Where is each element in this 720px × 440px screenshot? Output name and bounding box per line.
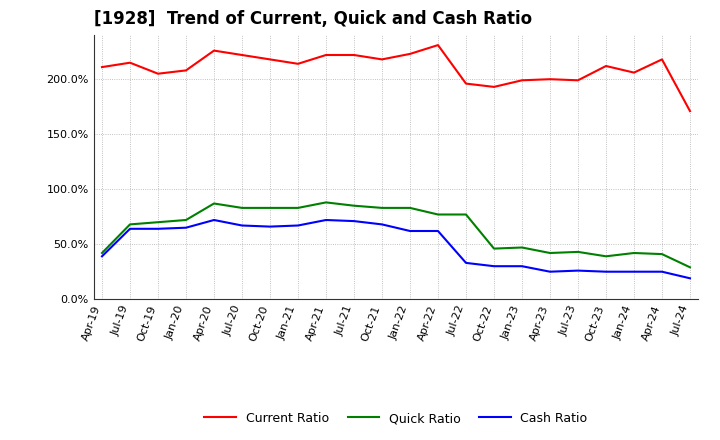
Current Ratio — [630, 70, 639, 75]
Quick Ratio — [210, 201, 218, 206]
Cash Ratio — [350, 218, 359, 224]
Cash Ratio — [98, 253, 107, 259]
Cash Ratio — [322, 217, 330, 223]
Current Ratio — [657, 57, 666, 62]
Current Ratio — [98, 64, 107, 70]
Quick Ratio — [574, 249, 582, 254]
Current Ratio — [266, 57, 274, 62]
Current Ratio — [126, 60, 135, 65]
Cash Ratio — [490, 264, 498, 269]
Cash Ratio — [210, 217, 218, 223]
Quick Ratio — [181, 217, 190, 223]
Current Ratio — [405, 51, 414, 56]
Current Ratio — [350, 52, 359, 58]
Quick Ratio — [518, 245, 526, 250]
Current Ratio — [462, 81, 470, 86]
Cash Ratio — [126, 226, 135, 231]
Cash Ratio — [181, 225, 190, 231]
Cash Ratio — [602, 269, 611, 275]
Cash Ratio — [574, 268, 582, 273]
Quick Ratio — [266, 205, 274, 210]
Quick Ratio — [657, 252, 666, 257]
Current Ratio — [433, 42, 442, 48]
Cash Ratio — [378, 222, 387, 227]
Cash Ratio — [266, 224, 274, 229]
Line: Cash Ratio: Cash Ratio — [102, 220, 690, 279]
Current Ratio — [322, 52, 330, 58]
Cash Ratio — [657, 269, 666, 275]
Current Ratio — [685, 108, 694, 114]
Cash Ratio — [630, 269, 639, 275]
Current Ratio — [294, 61, 302, 66]
Quick Ratio — [98, 250, 107, 256]
Quick Ratio — [350, 203, 359, 209]
Current Ratio — [518, 77, 526, 83]
Text: [1928]  Trend of Current, Quick and Cash Ratio: [1928] Trend of Current, Quick and Cash … — [94, 10, 532, 28]
Quick Ratio — [294, 205, 302, 210]
Cash Ratio — [433, 228, 442, 234]
Current Ratio — [153, 71, 162, 76]
Current Ratio — [602, 63, 611, 69]
Cash Ratio — [238, 223, 246, 228]
Current Ratio — [546, 77, 554, 82]
Cash Ratio — [546, 269, 554, 275]
Cash Ratio — [153, 226, 162, 231]
Quick Ratio — [153, 220, 162, 225]
Quick Ratio — [405, 205, 414, 210]
Cash Ratio — [462, 260, 470, 266]
Quick Ratio — [462, 212, 470, 217]
Current Ratio — [378, 57, 387, 62]
Cash Ratio — [405, 228, 414, 234]
Quick Ratio — [685, 265, 694, 270]
Current Ratio — [574, 77, 582, 83]
Quick Ratio — [378, 205, 387, 210]
Quick Ratio — [433, 212, 442, 217]
Quick Ratio — [126, 222, 135, 227]
Current Ratio — [238, 52, 246, 58]
Quick Ratio — [490, 246, 498, 251]
Legend: Current Ratio, Quick Ratio, Cash Ratio: Current Ratio, Quick Ratio, Cash Ratio — [199, 407, 593, 430]
Cash Ratio — [294, 223, 302, 228]
Quick Ratio — [630, 250, 639, 256]
Line: Current Ratio: Current Ratio — [102, 45, 690, 111]
Quick Ratio — [602, 253, 611, 259]
Current Ratio — [210, 48, 218, 53]
Line: Quick Ratio: Quick Ratio — [102, 202, 690, 268]
Current Ratio — [181, 68, 190, 73]
Quick Ratio — [546, 250, 554, 256]
Current Ratio — [490, 84, 498, 89]
Quick Ratio — [238, 205, 246, 210]
Quick Ratio — [322, 200, 330, 205]
Cash Ratio — [685, 275, 694, 281]
Cash Ratio — [518, 264, 526, 269]
